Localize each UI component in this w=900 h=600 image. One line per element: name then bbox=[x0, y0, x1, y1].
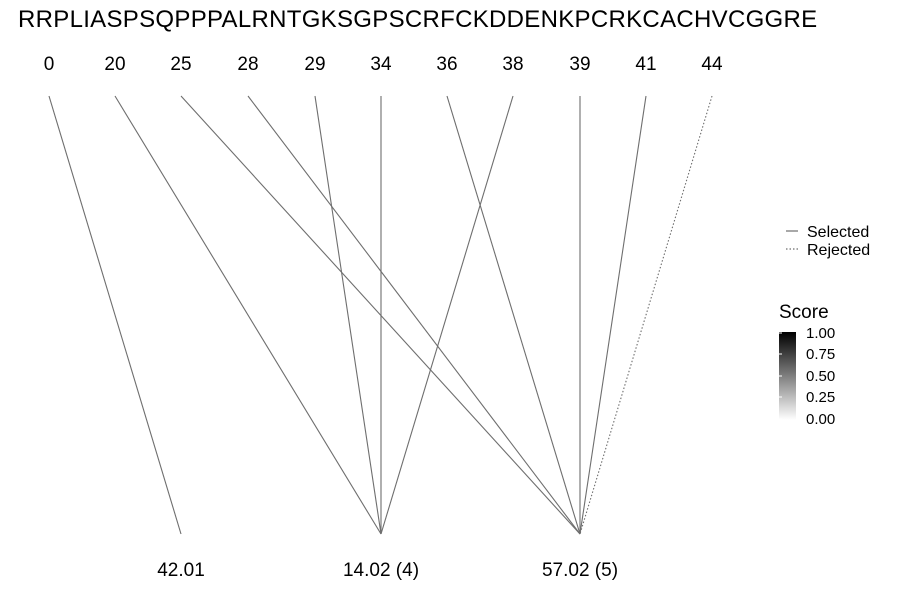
position-label: 38 bbox=[502, 54, 523, 75]
rejected-connection-line bbox=[579, 95, 713, 535]
position-labels: 0 20 25 28 29 34 36 38 39 41 44 bbox=[44, 54, 723, 75]
position-label: 28 bbox=[237, 54, 258, 75]
selected-connection-line bbox=[380, 95, 514, 535]
line-type-legend: Selected Rejected bbox=[786, 224, 870, 259]
score-legend-title: Score bbox=[779, 302, 829, 323]
mass-labels: 42.01 14.02 (4) 57.02 (5) bbox=[157, 560, 618, 581]
connection-lines bbox=[48, 95, 713, 535]
position-label: 20 bbox=[104, 54, 125, 75]
position-label: 41 bbox=[635, 54, 656, 75]
score-ticks: 1.00 0.75 0.50 0.25 0.00 bbox=[779, 325, 835, 428]
mass-label: 57.02 (5) bbox=[542, 560, 618, 581]
score-colorbar bbox=[779, 332, 796, 420]
selected-connection-line bbox=[247, 95, 581, 535]
score-tick-label: 0.25 bbox=[806, 389, 835, 406]
selected-connection-line bbox=[446, 95, 581, 535]
score-tick-label: 0.50 bbox=[806, 368, 835, 385]
selected-connection-line bbox=[48, 95, 182, 535]
position-label: 34 bbox=[370, 54, 392, 75]
score-tick-label: 0.75 bbox=[806, 346, 835, 363]
position-label: 29 bbox=[304, 54, 325, 75]
legend-selected-label: Selected bbox=[807, 224, 869, 241]
selected-connection-line bbox=[114, 95, 382, 535]
score-legend: Score 1.00 0.75 0.50 0.25 0.00 bbox=[779, 302, 835, 428]
position-label: 39 bbox=[569, 54, 590, 75]
selected-connection-line bbox=[579, 95, 647, 535]
position-label: 36 bbox=[436, 54, 457, 75]
mass-label: 14.02 (4) bbox=[343, 560, 419, 581]
legend-rejected-label: Rejected bbox=[807, 242, 870, 259]
mass-label: 42.01 bbox=[157, 560, 205, 581]
selected-connection-line bbox=[314, 95, 382, 535]
peptide-sequence: RRPLIASPSQPPPALRNTGKSGPSCRFCKDDENKPCRKCA… bbox=[18, 6, 818, 33]
score-tick-label: 0.00 bbox=[806, 411, 835, 428]
score-tick-label: 1.00 bbox=[806, 325, 835, 342]
position-label: 44 bbox=[701, 54, 723, 75]
position-label: 0 bbox=[44, 54, 55, 75]
position-label: 25 bbox=[170, 54, 191, 75]
